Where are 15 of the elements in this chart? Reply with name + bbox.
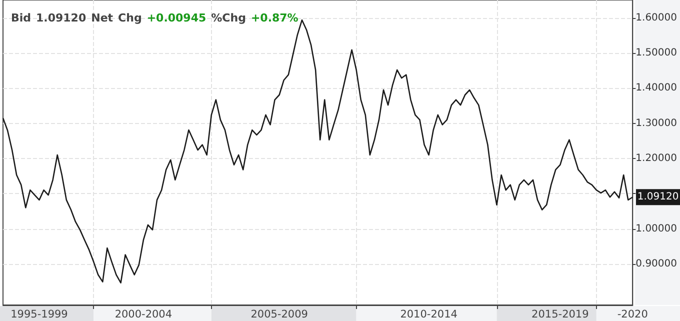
y-tick-label: 1.00000: [636, 223, 678, 234]
x-tick-label: 2005-2009: [250, 308, 308, 320]
text: 1.09120: [637, 192, 679, 203]
x-tick-label: -2020: [617, 308, 648, 320]
text: Bid 1.09120 Net Chg +0.00945 %Chg +0.87%: [11, 12, 298, 24]
y-tick-label: 1.20000: [636, 152, 678, 164]
x-tick-label: 2000-2004: [114, 308, 172, 320]
y-tick-label: 1.60000: [636, 12, 678, 24]
x-tick-label: 2010-2014: [400, 308, 458, 320]
y-tick-label: 0.90000: [636, 258, 678, 270]
y-tick-label: 1.40000: [636, 82, 678, 94]
y-tick-label: 1.50000: [636, 48, 678, 59]
x-tick-label: 2015-2019: [532, 308, 589, 320]
x-tick-label: 1995-1999: [10, 308, 68, 320]
y-tick-label: 1.30000: [636, 118, 678, 129]
